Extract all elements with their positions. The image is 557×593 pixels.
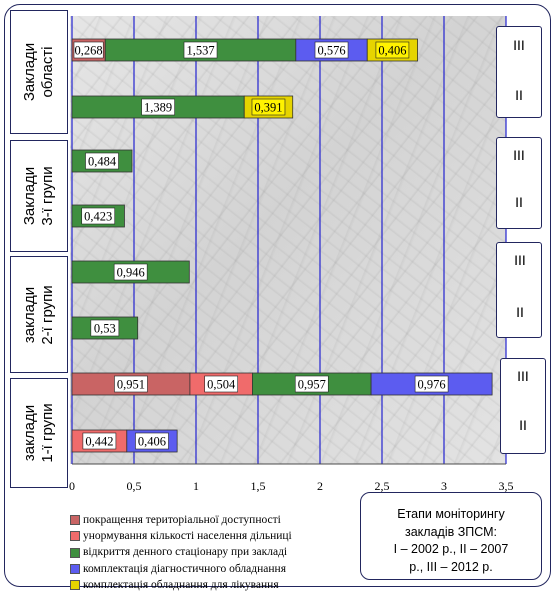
note-line: I – 2002 р., II – 2007 — [393, 542, 509, 556]
x-tick-label: 2 — [317, 479, 323, 493]
data-label: 0,504 — [207, 378, 236, 392]
stage-label: II — [519, 417, 527, 433]
x-tick-label: 2,5 — [375, 479, 390, 493]
x-axis: 0 0,5 1 1,5 2 2,5 3 3,5 — [69, 463, 514, 493]
group-label-line: заклади — [21, 286, 38, 343]
x-tick-label: 1,5 — [251, 479, 266, 493]
data-label: 0,406 — [378, 44, 406, 58]
legend-swatch — [70, 547, 80, 558]
legend-swatch — [70, 515, 80, 526]
group-label-group-3: Заклади 3-ї групи — [10, 140, 68, 252]
group-label-group-2: заклади 2-ї групи — [10, 256, 68, 373]
data-label-box — [314, 41, 349, 59]
data-label-box — [135, 432, 169, 450]
x-tick-label: 3,5 — [499, 479, 514, 493]
note-line: Етапи моніторингу — [397, 507, 505, 521]
stage-label: III — [513, 37, 525, 53]
data-label-box — [82, 432, 117, 450]
group-label-line: заклади — [21, 404, 38, 462]
legend: покращення територіальної доступності ун… — [70, 512, 292, 593]
stage-label: III — [513, 147, 525, 163]
data-label-box — [375, 41, 410, 59]
data-label: 0,976 — [418, 378, 446, 392]
data-label-box — [414, 375, 449, 393]
legend-swatch — [70, 579, 80, 590]
group-label-line: 2-ї групи — [39, 284, 56, 345]
stage-label: II — [515, 87, 523, 103]
group-label-line: 1-ї групи — [39, 403, 56, 463]
data-label-box — [251, 98, 286, 116]
stage-label: III — [517, 368, 529, 384]
data-label: 0,442 — [85, 435, 113, 449]
data-label-box — [85, 152, 119, 170]
data-label: 0,423 — [84, 210, 112, 224]
x-tick-label: 3 — [441, 479, 447, 493]
data-label-box — [114, 375, 148, 393]
legend-swatch — [70, 531, 80, 542]
group-label-group-1: заклади 1-ї групи — [10, 378, 68, 488]
data-label: 0,946 — [117, 266, 145, 280]
stage-box-group-3 — [496, 137, 542, 229]
data-label: 0,576 — [317, 44, 345, 58]
legend-label: комплектація діагностичного обладнання — [83, 562, 286, 575]
legend-item: унормування кількості населення дільниці — [70, 528, 292, 544]
data-label: 0,951 — [117, 378, 145, 392]
note-line: р., III – 2012 р. — [409, 559, 493, 574]
legend-item: комплектація обладнання для лікування — [70, 577, 292, 593]
data-label-box — [294, 375, 329, 393]
data-label-box — [73, 41, 104, 59]
data-label: 0,391 — [254, 101, 282, 115]
stage-label: II — [515, 194, 523, 210]
monitoring-stages-note: Етапи моніторингу закладів ЗПСМ: I – 200… — [360, 492, 542, 580]
legend-label: унормування кількості населення дільниці — [83, 530, 292, 543]
chart-frame — [4, 4, 551, 587]
data-label-box — [141, 98, 175, 116]
data-label-box — [90, 319, 120, 337]
legend-item: комплектація діагностичного обладнання — [70, 561, 292, 577]
group-label-oblast: Заклади області — [10, 10, 68, 134]
legend-item: покращення територіальної доступності — [70, 512, 292, 528]
group-label-line: області — [39, 46, 56, 98]
legend-label: комплектація обладнання для лікування — [83, 578, 279, 591]
stage-label: II — [516, 304, 524, 320]
data-label: 0,406 — [138, 435, 166, 449]
x-tick-label: 0 — [69, 479, 75, 493]
data-label: 1,537 — [186, 44, 214, 58]
data-label-box — [204, 375, 238, 393]
data-label: 0,268 — [75, 44, 103, 58]
data-label-box — [81, 207, 116, 225]
legend-swatch — [70, 563, 80, 574]
x-tick-label: 0,5 — [127, 479, 142, 493]
group-label-line: Заклади — [21, 42, 38, 102]
data-label: 0,957 — [298, 378, 326, 392]
group-label-line: 3-ї групи — [39, 166, 56, 226]
stage-box-group-2 — [496, 242, 542, 338]
group-label-line: Заклади — [21, 166, 38, 226]
stage-box-oblast — [496, 26, 542, 118]
legend-label: відкриття денного стаціонару при закладі — [83, 546, 288, 559]
x-tick-label: 1 — [193, 479, 199, 493]
note-line: закладів ЗПСМ: — [404, 524, 498, 539]
data-labels: 0,268 1,537 0,576 0,406 1,389 0,391 0,484 0,423… — [73, 41, 449, 450]
data-label: 1,389 — [144, 101, 172, 115]
stage-label: III — [514, 252, 526, 268]
data-label-box — [113, 263, 148, 281]
data-label: 0,53 — [94, 322, 116, 336]
legend-item: відкриття денного стаціонару при закладі — [70, 544, 292, 560]
data-label-box — [183, 41, 218, 59]
gridlines — [71, 16, 507, 464]
data-label: 0,484 — [88, 155, 117, 169]
stage-box-group-1 — [500, 358, 546, 454]
legend-label: покращення територіальної доступності — [83, 514, 281, 526]
